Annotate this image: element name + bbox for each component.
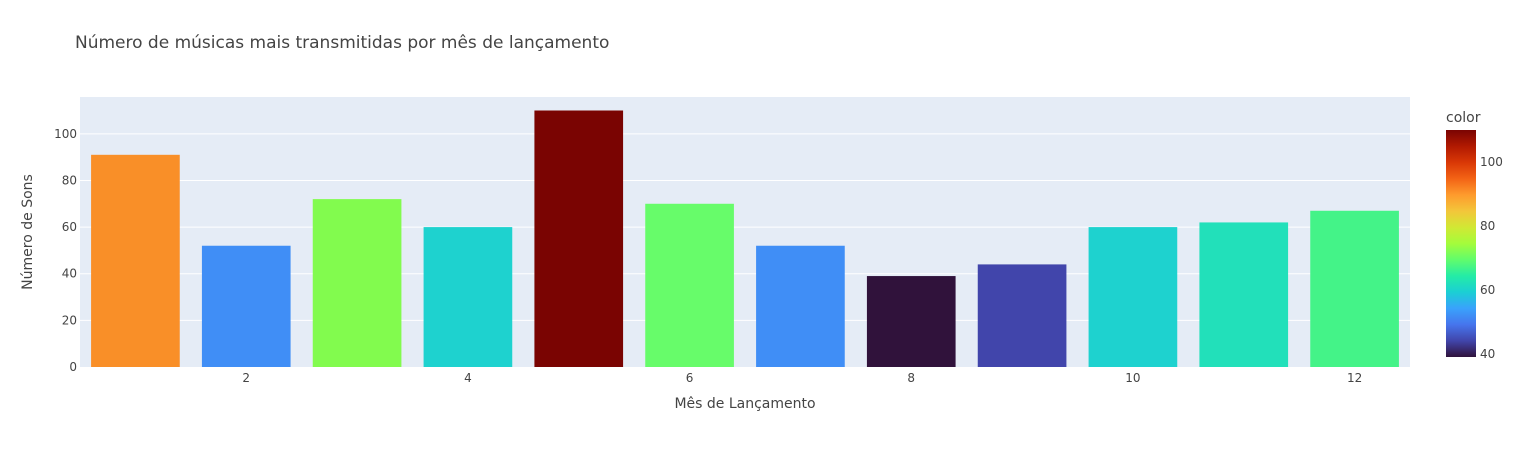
x-tick-label: 10 [1125, 371, 1140, 385]
x-tick-label: 4 [464, 371, 472, 385]
x-axis-title: Mês de Lançamento [674, 396, 815, 412]
colorbar-tick-label: 80 [1480, 219, 1495, 233]
gridlines [80, 133, 1410, 321]
x-tick-label: 12 [1347, 371, 1362, 385]
y-tick-label: 40 [62, 267, 77, 281]
x-axis-ticks: 2 4 6 8 10 12 [242, 371, 1362, 385]
x-tick-label: 6 [686, 371, 694, 385]
bar [201, 245, 291, 367]
colorbar-tick-label: 100 [1480, 155, 1503, 169]
bar [977, 264, 1067, 367]
colorbar-tick-label: 60 [1480, 283, 1495, 297]
bar [423, 227, 513, 367]
bar [1088, 227, 1178, 367]
bars [91, 110, 1399, 368]
x-tick-label: 2 [242, 371, 250, 385]
y-axis-ticks: 0 20 40 60 80 100 [54, 127, 77, 374]
colorbar-gradient [1446, 130, 1476, 357]
y-tick-label: 100 [54, 127, 77, 141]
colorbar-ticks: 40 60 80 100 [1480, 155, 1503, 361]
bar [1199, 222, 1289, 367]
bar [756, 245, 845, 367]
colorbar-tick-label: 40 [1480, 347, 1495, 361]
bar [1310, 210, 1399, 367]
bar [645, 203, 734, 367]
bar [312, 199, 402, 367]
y-tick-label: 0 [69, 360, 77, 374]
y-tick-label: 80 [62, 173, 77, 187]
bar [91, 154, 180, 367]
chart-title: Número de músicas mais transmitidas por … [75, 33, 609, 53]
plot-background [80, 97, 1410, 367]
bar [866, 276, 956, 367]
colorbar: color 40 60 80 100 [1446, 110, 1503, 361]
colorbar-title: color [1446, 110, 1481, 126]
y-axis-title: Número de Sons [20, 174, 36, 290]
y-tick-label: 20 [62, 313, 77, 327]
y-tick-label: 60 [62, 220, 77, 234]
x-tick-label: 8 [907, 371, 915, 385]
bar [534, 110, 624, 368]
